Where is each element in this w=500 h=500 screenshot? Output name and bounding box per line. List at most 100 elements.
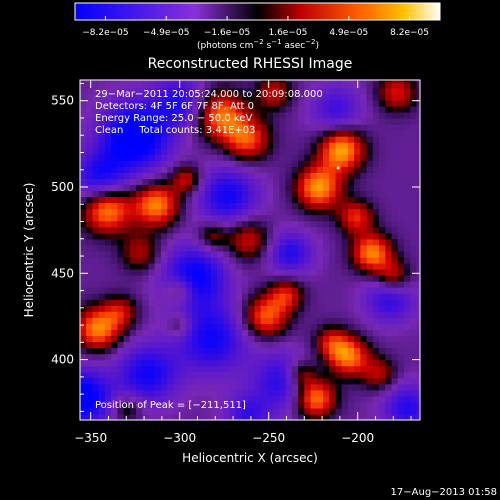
heatmap-cell bbox=[416, 299, 420, 306]
heatmap-cell bbox=[279, 124, 287, 131]
heatmap-cell bbox=[198, 275, 206, 282]
heatmap-cell bbox=[354, 311, 361, 318]
heatmap-cell bbox=[260, 232, 268, 240]
heatmap-cell bbox=[136, 80, 143, 83]
heatmap-cell bbox=[111, 371, 118, 379]
heatmap-cell bbox=[241, 305, 249, 312]
heatmap-cell bbox=[379, 335, 386, 343]
heatmap-cell bbox=[298, 93, 305, 101]
heatmap-cell bbox=[266, 305, 274, 312]
heatmap-cell bbox=[92, 395, 100, 403]
heatmap-cell bbox=[111, 196, 118, 204]
heatmap-cell bbox=[260, 335, 268, 343]
heatmap-cell bbox=[298, 202, 305, 210]
heatmap-cell bbox=[123, 256, 131, 264]
heatmap-cell bbox=[229, 172, 237, 179]
heatmap-cell bbox=[273, 190, 280, 198]
heatmap-cell bbox=[304, 311, 312, 318]
heatmap-cell bbox=[279, 117, 287, 125]
heatmap-cell bbox=[279, 413, 287, 420]
heatmap-cell bbox=[80, 413, 87, 420]
heatmap-cell bbox=[173, 202, 181, 210]
heatmap-cell bbox=[341, 275, 349, 282]
heatmap-cell bbox=[198, 250, 206, 258]
heatmap-cell bbox=[285, 371, 293, 379]
heatmap-cell bbox=[142, 196, 150, 204]
heatmap-cell bbox=[310, 371, 318, 379]
heatmap-cell bbox=[279, 347, 287, 355]
heatmap-cell bbox=[136, 232, 143, 240]
heatmap-cell bbox=[341, 389, 349, 397]
heatmap-cell bbox=[210, 184, 218, 192]
heatmap-cell bbox=[104, 299, 112, 306]
heatmap-cell bbox=[204, 347, 212, 355]
heatmap-cell bbox=[217, 244, 224, 252]
heatmap-cell bbox=[241, 190, 249, 198]
heatmap-cell bbox=[142, 275, 150, 282]
heatmap-cell bbox=[179, 311, 187, 318]
heatmap-cell bbox=[360, 208, 368, 216]
heatmap-cell bbox=[310, 172, 318, 179]
heatmap-cell bbox=[335, 154, 343, 161]
heatmap-cell bbox=[92, 178, 100, 186]
heatmap-cell bbox=[354, 130, 361, 137]
heatmap-cell bbox=[391, 250, 399, 258]
heatmap-cell bbox=[310, 413, 318, 420]
heatmap-cell bbox=[80, 226, 87, 234]
heatmap-cell bbox=[86, 130, 94, 137]
heatmap-cell bbox=[372, 208, 380, 216]
heatmap-cell bbox=[98, 275, 106, 282]
heatmap-cell bbox=[111, 93, 118, 101]
heatmap-cell bbox=[379, 401, 386, 409]
heatmap-cell bbox=[129, 287, 137, 294]
heatmap-cell bbox=[160, 395, 168, 403]
heatmap-cell bbox=[248, 190, 256, 198]
heatmap-cell bbox=[410, 275, 418, 282]
heatmap-cell bbox=[210, 208, 218, 216]
heatmap-cell bbox=[273, 317, 280, 324]
heatmap-cell bbox=[329, 160, 337, 167]
heatmap-cell bbox=[179, 184, 187, 192]
heatmap-cell bbox=[241, 371, 249, 379]
heatmap-cell bbox=[198, 377, 206, 385]
heatmap-cell bbox=[410, 281, 418, 288]
heatmap-cell bbox=[354, 166, 361, 173]
heatmap-cell bbox=[391, 220, 399, 228]
heatmap-cell bbox=[347, 93, 355, 101]
heatmap-cell bbox=[136, 383, 143, 391]
heatmap-cell bbox=[117, 287, 125, 294]
heatmap-cell bbox=[142, 99, 150, 107]
heatmap-cell bbox=[241, 232, 249, 240]
heatmap-cell bbox=[86, 244, 94, 252]
heatmap-cell bbox=[391, 323, 399, 330]
heatmap-cell bbox=[210, 377, 218, 385]
heatmap-cell bbox=[385, 305, 393, 312]
heatmap-cell bbox=[223, 93, 231, 101]
heatmap-cell bbox=[360, 371, 368, 379]
heatmap-cell bbox=[92, 190, 100, 198]
heatmap-cell bbox=[173, 105, 181, 113]
heatmap-cell bbox=[285, 124, 293, 131]
heatmap-cell bbox=[298, 341, 305, 349]
heatmap-cell bbox=[185, 148, 193, 155]
heatmap-cell bbox=[285, 190, 293, 198]
heatmap-cell bbox=[154, 87, 162, 95]
heatmap-cell bbox=[285, 383, 293, 391]
heatmap-cell bbox=[241, 413, 249, 420]
heatmap-cell bbox=[235, 275, 243, 282]
heatmap-cell bbox=[291, 232, 299, 240]
heatmap-cell bbox=[298, 359, 305, 367]
heatmap-cell bbox=[279, 353, 287, 361]
heatmap-cell bbox=[403, 365, 411, 373]
heatmap-cell bbox=[154, 226, 162, 234]
heatmap-cell bbox=[98, 329, 106, 337]
heatmap-cell bbox=[410, 401, 418, 409]
heatmap-cell bbox=[173, 275, 181, 282]
heatmap-cell bbox=[136, 317, 143, 324]
heatmap-cell bbox=[347, 166, 355, 173]
heatmap-cell bbox=[179, 238, 187, 246]
heatmap-cell bbox=[360, 262, 368, 270]
heatmap-cell bbox=[291, 413, 299, 420]
heatmap-cell bbox=[210, 80, 218, 83]
heatmap-cell bbox=[285, 105, 293, 113]
